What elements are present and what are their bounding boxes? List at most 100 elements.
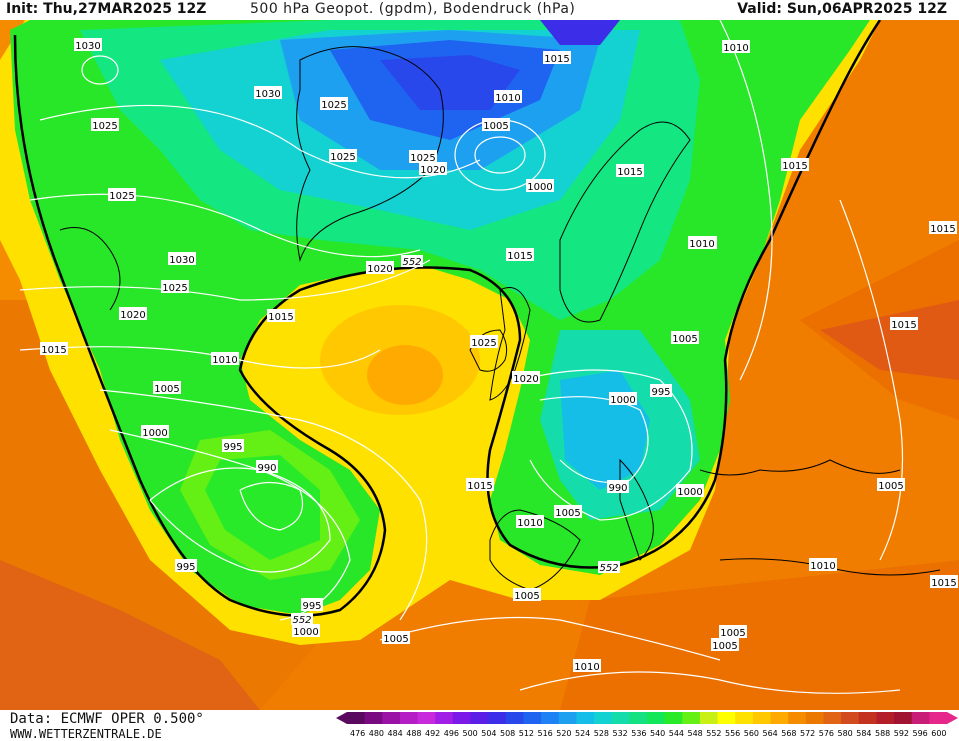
isobar-b [29, 193, 421, 258]
isobar-south-2 [519, 671, 901, 694]
isobar-label: 990 [607, 480, 629, 494]
isobar-value: 1025 [330, 152, 355, 163]
isobar-canada-high [81, 55, 119, 85]
height-contour-552 [13, 19, 882, 617]
scale-swatch [488, 712, 507, 724]
isobar-value: 1025 [321, 100, 346, 111]
scale-tick-label: 536 [631, 729, 646, 738]
isobar-value: 1000 [142, 428, 167, 439]
scale-tick-label: 564 [763, 729, 778, 738]
isobar-value: 1010 [810, 561, 835, 572]
isobar-label: 995 [222, 439, 244, 453]
north-africa-coast [719, 558, 941, 576]
isobar-label: 1005 [153, 381, 181, 395]
scale-tick-label: 600 [931, 729, 946, 738]
isobar-c [19, 259, 431, 301]
scale-swatch [611, 712, 630, 724]
isobar-value: 1010 [495, 93, 520, 104]
scale-swatch [523, 712, 542, 724]
isobar-label: 990 [256, 460, 278, 474]
header-bar: Init: Thu,27MAR2025 12Z 500 hPa Geopot. … [0, 0, 959, 20]
init-time: Init: Thu,27MAR2025 12Z [6, 1, 207, 17]
scale-tick-label: 592 [894, 729, 909, 738]
isobar-label: 1025 [108, 188, 136, 202]
scale-tick-label: 500 [463, 729, 478, 738]
scale-swatch [347, 712, 366, 724]
greenland-coast [296, 46, 444, 262]
field-deepblue-north [380, 55, 520, 110]
scale-tick-label: 512 [519, 729, 534, 738]
isobar-value: 1005 [672, 334, 697, 345]
scale-tick-label: 544 [669, 729, 684, 738]
isobar-label: 1015 [930, 575, 958, 589]
isobar-label: 995 [650, 384, 672, 398]
scandinavia-coast [559, 121, 691, 323]
isobar-label: 1005 [382, 631, 410, 645]
isobar-value: 1015 [268, 312, 293, 323]
scale-swatch [911, 712, 930, 724]
scale-swatch [417, 712, 436, 724]
scale-swatch [541, 712, 560, 724]
isobar-label: 1020 [119, 307, 147, 321]
isobar-value: 1005 [154, 384, 179, 395]
scale-swatch [770, 712, 789, 724]
isobar-label: 1000 [609, 392, 637, 406]
isobar-label: 1010 [494, 90, 522, 104]
isobar-label: 1025 [161, 280, 189, 294]
isobar-value: 1020 [367, 264, 392, 275]
isobar-label: 1015 [506, 248, 534, 262]
isobar-label: 1005 [513, 588, 541, 602]
scale-swatch [435, 712, 454, 724]
isobar-label: 1015 [781, 158, 809, 172]
isobar-value: 1005 [720, 628, 745, 639]
isobar-value: 1030 [169, 255, 194, 266]
scale-swatch [788, 712, 807, 724]
isobar-value: 990 [608, 483, 627, 494]
isobar-g [149, 467, 331, 573]
scale-arrow-right [947, 712, 958, 724]
scale-tick-label: 508 [500, 729, 515, 738]
scale-tick-label: 584 [856, 729, 871, 738]
coastlines [59, 46, 941, 591]
isobar-label: 1010 [211, 352, 239, 366]
geopotential-shading [0, 20, 959, 710]
isobar-label: 1000 [676, 484, 704, 498]
scale-tick-label: 552 [706, 729, 721, 738]
scale-tick-label: 492 [425, 729, 440, 738]
isobar-label: 1015 [616, 164, 644, 178]
ireland-coast [469, 329, 508, 372]
field-southwest-dark [0, 560, 260, 710]
isobar-europe-low-inner [539, 396, 649, 484]
isobar-label: 995 [301, 598, 323, 612]
isobar-value: 1015 [467, 481, 492, 492]
contour-552-line [13, 19, 882, 617]
scale-tick-label: 576 [819, 729, 834, 738]
isobar-value: 1020 [513, 374, 538, 385]
scale-swatch [929, 712, 948, 724]
field-high-center [367, 345, 443, 405]
scale-swatch [470, 712, 489, 724]
scale-tick-label: 572 [800, 729, 815, 738]
isobar-label: 1010 [688, 236, 716, 250]
isobar-label: 1025 [320, 97, 348, 111]
scale-swatch [805, 712, 824, 724]
scale-swatch [452, 712, 472, 724]
scale-tick-label: 588 [875, 729, 890, 738]
scale-swatch [505, 712, 524, 724]
isobar-label: 1005 [711, 638, 739, 652]
isobar-value: 1005 [514, 591, 539, 602]
isobar-label: 1015 [543, 51, 571, 65]
isobar-label: 1005 [671, 331, 699, 345]
scale-tick-label: 528 [594, 729, 609, 738]
isobar-value: 1010 [517, 518, 542, 529]
scale-tick-label: 484 [388, 729, 403, 738]
scale-tick-label: 556 [725, 729, 740, 738]
scale-swatch [699, 712, 719, 724]
isobar-value: 1015 [931, 578, 956, 589]
scale-swatch [717, 712, 736, 724]
isobar-label: 1015 [929, 221, 957, 235]
isobar-east-2 [839, 199, 904, 561]
isobar-label: 1020 [366, 261, 394, 275]
scale-arrow-left [336, 712, 347, 724]
